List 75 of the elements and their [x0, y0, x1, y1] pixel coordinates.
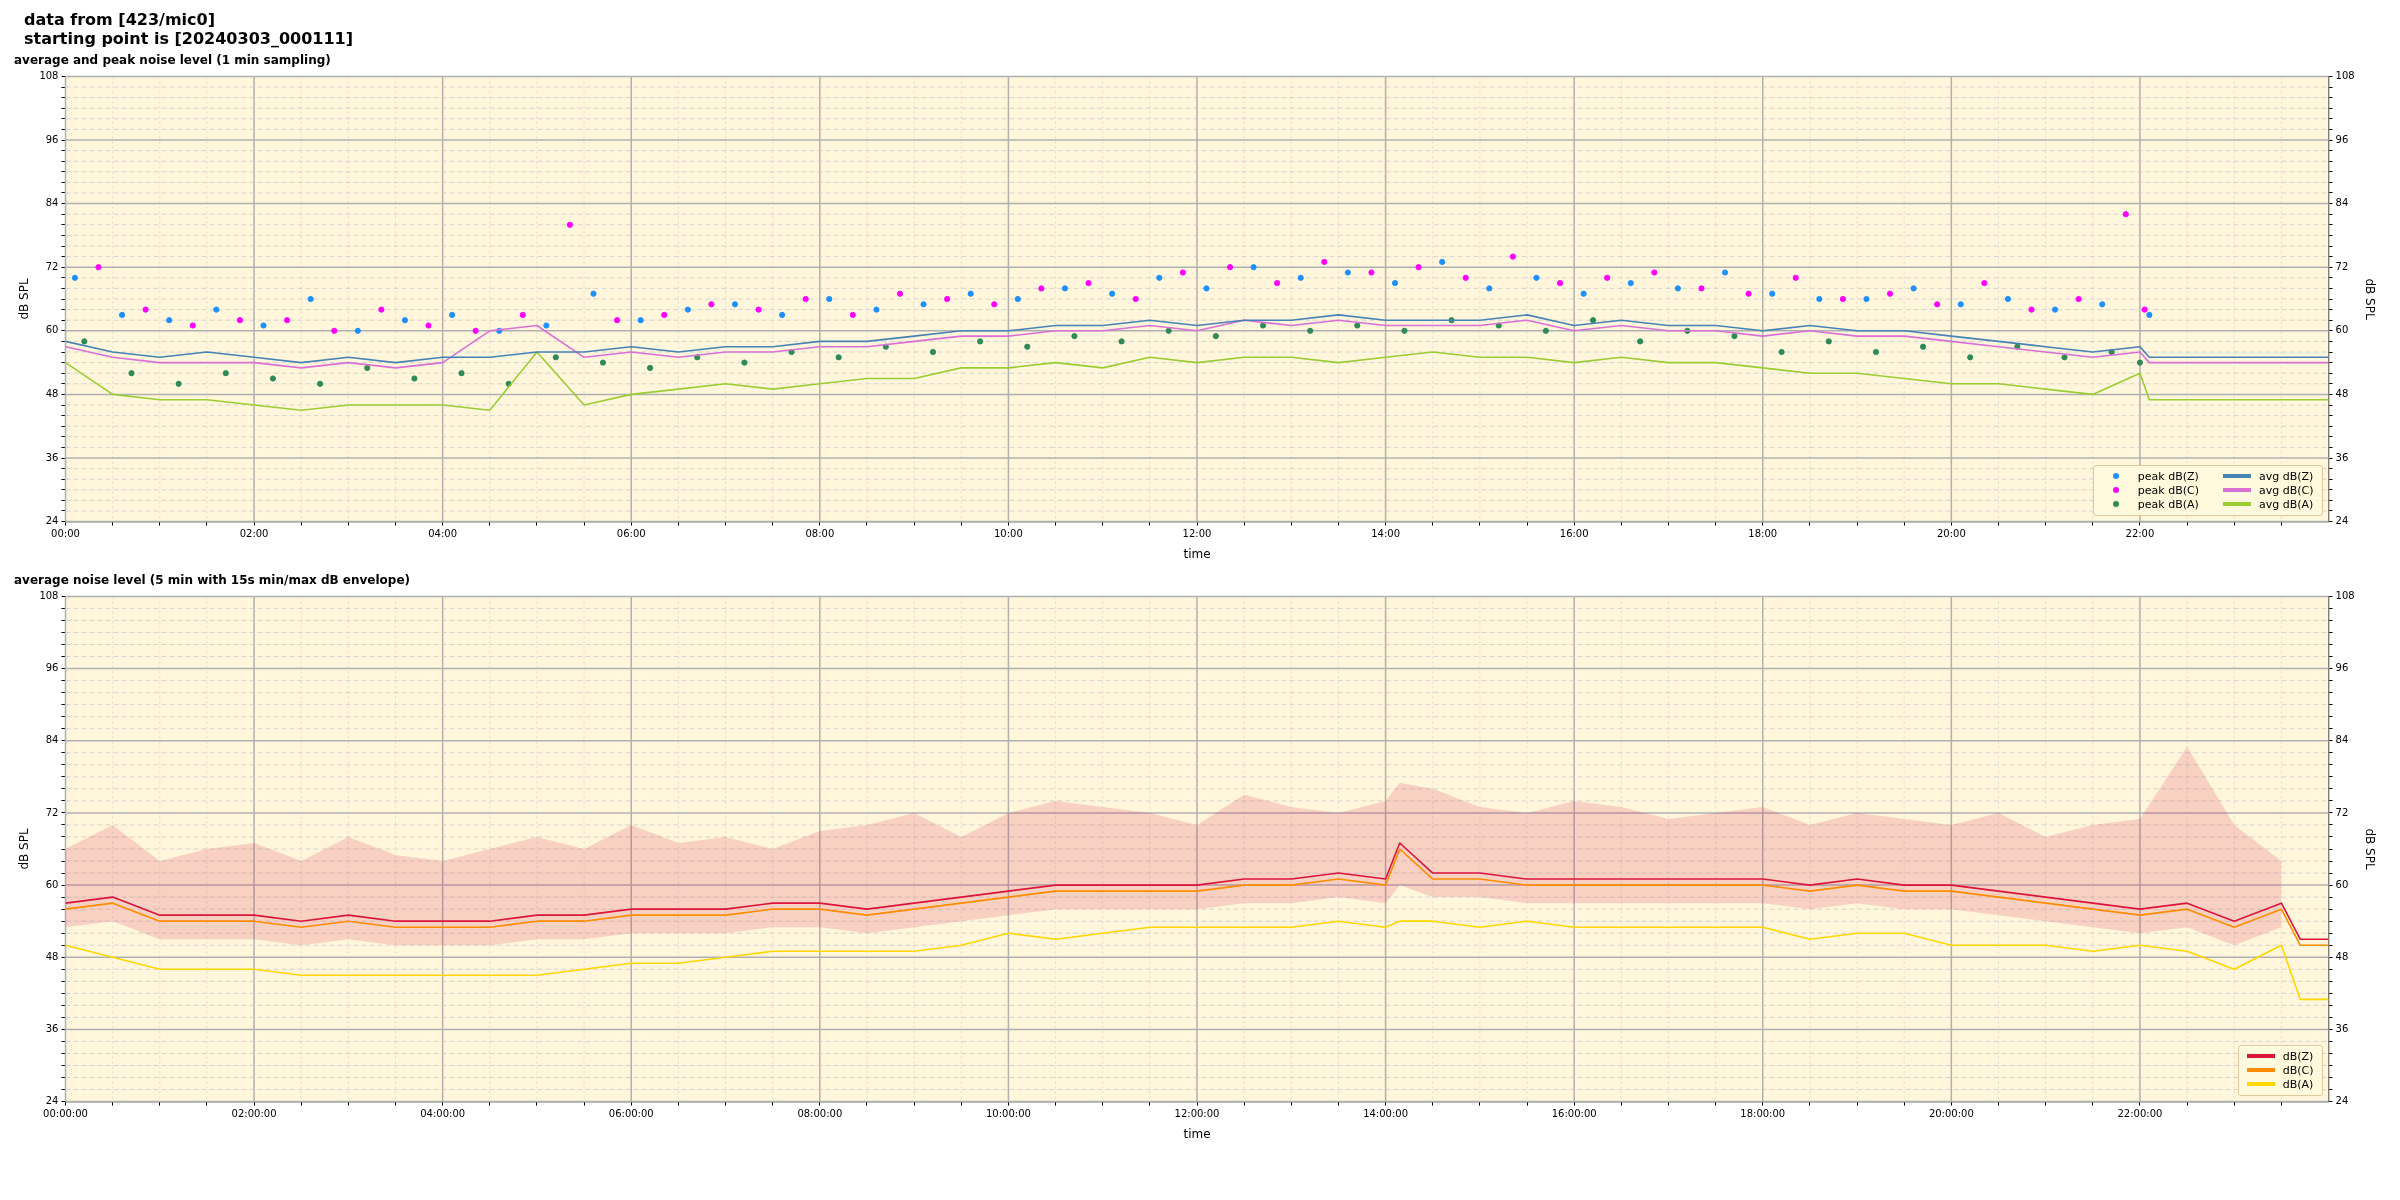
y-tick-label: 24 — [45, 1095, 59, 1107]
y2-tick-label: 72 — [2335, 260, 2349, 272]
y-tick-label: 96 — [45, 662, 59, 674]
y-tick-label: 48 — [45, 387, 59, 399]
y-tick-label: 36 — [45, 451, 59, 463]
legend-label: peak dB(C) — [2137, 483, 2199, 497]
x-tick-label: 22:00 — [2125, 528, 2155, 540]
y-tick-label: 72 — [45, 806, 59, 818]
x-tick-label: 04:00:00 — [420, 1108, 466, 1120]
y2-tick-label: 60 — [2335, 878, 2349, 890]
x-tick-label: 00:00:00 — [43, 1108, 88, 1120]
y2-tick-label: 24 — [2335, 1095, 2349, 1107]
y-tick-label: 84 — [45, 734, 59, 746]
x-tick-label: 18:00 — [1748, 528, 1778, 540]
y-axis-title: dB SPL — [17, 828, 32, 870]
chart-title: average noise level (5 min with 15s min/max dB envelope) — [14, 573, 411, 588]
legend-label: avg dB(A) — [2258, 497, 2314, 511]
x-axis-title: time — [1183, 546, 1211, 561]
y-tick-label: 72 — [45, 260, 59, 272]
x-tick-label: 18:00:00 — [1740, 1108, 1786, 1120]
x-tick-label: 20:00 — [1936, 528, 1966, 540]
y-tick-label: 60 — [45, 878, 59, 890]
y2-tick-label: 108 — [2335, 69, 2355, 81]
x-axis-title: time — [1183, 1126, 1211, 1141]
x-tick-label: 04:00 — [428, 528, 458, 540]
x-tick-label: 14:00 — [1371, 528, 1400, 540]
legend-label: dB(Z) — [2282, 1049, 2314, 1063]
y2-tick-label: 36 — [2335, 1023, 2349, 1035]
legend-label: peak dB(A) — [2137, 497, 2199, 511]
y2-tick-label: 84 — [2335, 197, 2349, 209]
y2-tick-label: 96 — [2335, 662, 2349, 674]
legend-label: avg dB(C) — [2258, 483, 2314, 497]
legend-label: dB(A) — [2282, 1077, 2314, 1091]
legend-label: avg dB(Z) — [2258, 469, 2314, 483]
legend-label: dB(C) — [2282, 1063, 2314, 1077]
x-tick-label: 10:00 — [994, 528, 1023, 540]
legend-label: peak dB(Z) — [2137, 469, 2199, 483]
y-tick-label: 96 — [45, 133, 59, 145]
x-tick-label: 02:00:00 — [231, 1108, 277, 1120]
text: data from [423/mic0] — [24, 10, 216, 29]
y2-axis-title: dB SPL — [2362, 828, 2377, 870]
y2-tick-label: 72 — [2335, 806, 2349, 818]
y-tick-label: 36 — [45, 1023, 59, 1035]
y-tick-label: 108 — [39, 69, 59, 81]
y2-tick-label: 48 — [2335, 387, 2349, 399]
x-tick-label: 16:00 — [1559, 528, 1589, 540]
x-tick-label: 06:00:00 — [608, 1108, 654, 1120]
y2-axis-title: dB SPL — [2362, 278, 2377, 320]
y-tick-label: 24 — [45, 515, 59, 527]
x-tick-label: 06:00 — [616, 528, 646, 540]
y-axis-title: dB SPL — [17, 278, 32, 320]
y2-tick-label: 96 — [2335, 133, 2349, 145]
y-tick-label: 60 — [45, 324, 59, 336]
x-tick-label: 14:00:00 — [1363, 1108, 1409, 1120]
x-tick-label: 16:00:00 — [1551, 1108, 1597, 1120]
y2-tick-label: 60 — [2335, 324, 2349, 336]
y-tick-label: 48 — [45, 950, 59, 962]
x-tick-label: 08:00:00 — [797, 1108, 843, 1120]
y-tick-label: 84 — [45, 197, 59, 209]
y2-tick-label: 24 — [2335, 515, 2349, 527]
x-tick-label: 22:00:00 — [2117, 1108, 2163, 1120]
x-tick-label: 10:00:00 — [985, 1108, 1031, 1120]
text: starting point is [20240303_000111] — [24, 29, 354, 48]
x-tick-label: 12:00:00 — [1174, 1108, 1220, 1120]
x-tick-label: 08:00 — [805, 528, 835, 540]
x-tick-label: 02:00 — [239, 528, 269, 540]
x-tick-label: 12:00 — [1182, 528, 1212, 540]
y2-tick-label: 36 — [2335, 451, 2349, 463]
y2-tick-label: 84 — [2335, 734, 2349, 746]
chart-title: average and peak noise level (1 min sampling) — [14, 53, 331, 68]
y2-tick-label: 48 — [2335, 950, 2349, 962]
y-tick-label: 108 — [39, 589, 59, 601]
x-tick-label: 00:00 — [51, 528, 80, 540]
x-tick-label: 20:00:00 — [1928, 1108, 1974, 1120]
y2-tick-label: 108 — [2335, 589, 2355, 601]
